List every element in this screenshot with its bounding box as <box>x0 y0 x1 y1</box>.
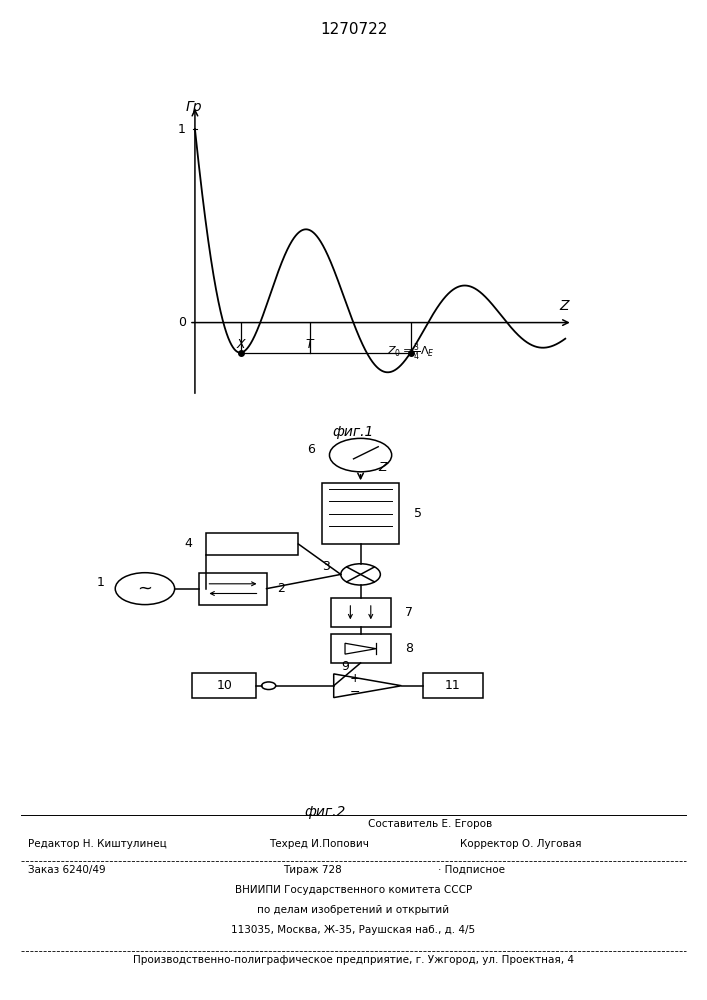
Text: Редактор Н. Киштулинец: Редактор Н. Киштулинец <box>28 839 167 849</box>
Text: Z: Z <box>559 299 569 313</box>
Text: Z: Z <box>378 461 387 474</box>
Text: 6: 6 <box>308 443 315 456</box>
Bar <box>330 634 390 663</box>
Text: 5: 5 <box>414 507 421 520</box>
Text: Техред И.Попович: Техред И.Попович <box>269 839 368 849</box>
Text: фиг.2: фиг.2 <box>305 805 346 819</box>
Text: T: T <box>306 338 313 351</box>
Text: 1: 1 <box>97 576 105 589</box>
Text: X: X <box>237 338 245 351</box>
Text: $Z_0 = \frac{3}{4}\Lambda_E$: $Z_0 = \frac{3}{4}\Lambda_E$ <box>387 342 434 363</box>
Text: 10: 10 <box>216 679 232 692</box>
Text: 1270722: 1270722 <box>320 22 387 37</box>
Text: 2: 2 <box>277 582 285 595</box>
Text: 3: 3 <box>322 560 330 573</box>
Text: 1: 1 <box>178 123 186 136</box>
Text: 7: 7 <box>404 606 413 619</box>
Text: Тираж 728: Тираж 728 <box>283 865 341 875</box>
Text: +: + <box>349 672 361 685</box>
Text: 8: 8 <box>404 642 413 655</box>
Bar <box>192 673 256 698</box>
Bar <box>330 598 390 627</box>
Text: Производственно-полиграфическое предприятие, г. Ужгород, ул. Проектная, 4: Производственно-полиграфическое предприя… <box>133 955 574 965</box>
Text: Заказ 6240/49: Заказ 6240/49 <box>28 865 106 875</box>
Text: −: − <box>350 686 360 699</box>
Bar <box>423 673 483 698</box>
Text: · Подписное: · Подписное <box>438 865 506 875</box>
Bar <box>199 572 267 605</box>
Text: Составитель Е. Егоров: Составитель Е. Егоров <box>368 819 492 829</box>
Text: 0: 0 <box>178 316 186 329</box>
Text: фиг.1: фиг.1 <box>333 425 374 439</box>
Text: Корректор О. Луговая: Корректор О. Луговая <box>460 839 581 849</box>
Text: по делам изобретений и открытий: по делам изобретений и открытий <box>257 905 450 915</box>
Text: 4: 4 <box>185 537 192 550</box>
Text: 113035, Москва, Ж-35, Раушская наб., д. 4/5: 113035, Москва, Ж-35, Раушская наб., д. … <box>231 925 476 935</box>
Text: ~: ~ <box>137 580 153 598</box>
Text: 9: 9 <box>341 660 349 673</box>
Text: 11: 11 <box>445 679 461 692</box>
Bar <box>322 483 399 544</box>
Text: ВНИИПИ Государственного комитета СССР: ВНИИПИ Государственного комитета СССР <box>235 885 472 895</box>
Text: Гр: Гр <box>186 100 202 114</box>
Bar <box>206 533 298 555</box>
